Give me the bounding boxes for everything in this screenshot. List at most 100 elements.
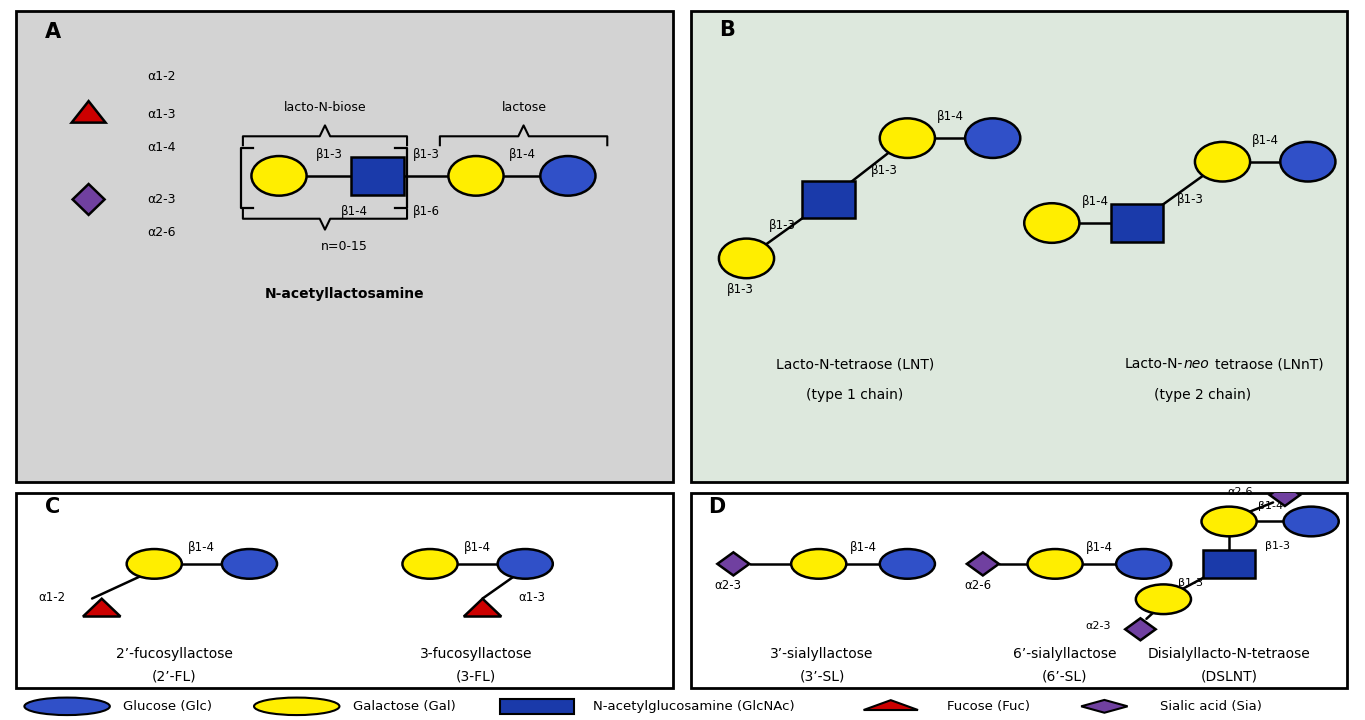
- Circle shape: [254, 698, 340, 715]
- Text: (2’-FL): (2’-FL): [152, 670, 197, 684]
- Text: lactose: lactose: [501, 101, 546, 114]
- Circle shape: [498, 549, 553, 579]
- Text: β1-4: β1-4: [188, 541, 216, 554]
- Circle shape: [880, 549, 935, 579]
- Bar: [803, 181, 854, 218]
- Text: β1-3: β1-3: [315, 148, 343, 161]
- Text: α2-3: α2-3: [715, 579, 741, 592]
- Text: β1-4: β1-4: [1087, 541, 1112, 554]
- Circle shape: [1024, 203, 1080, 243]
- Bar: [1203, 550, 1256, 578]
- Polygon shape: [1081, 700, 1127, 713]
- Text: α1-3: α1-3: [519, 591, 546, 604]
- Text: 6’-sialyllactose: 6’-sialyllactose: [1013, 647, 1117, 661]
- Text: neo: neo: [1183, 358, 1209, 372]
- Text: β1-4: β1-4: [1081, 195, 1108, 208]
- FancyBboxPatch shape: [691, 11, 1347, 482]
- Text: 2’-fucosyllactose: 2’-fucosyllactose: [116, 647, 232, 661]
- Text: (3-FL): (3-FL): [456, 670, 495, 684]
- Text: α2-3: α2-3: [147, 193, 176, 206]
- FancyBboxPatch shape: [16, 11, 673, 482]
- Text: (type 2 chain): (type 2 chain): [1155, 388, 1252, 402]
- Circle shape: [541, 156, 595, 196]
- Text: tetraose (LNnT): tetraose (LNnT): [1215, 358, 1323, 372]
- Text: α2-6: α2-6: [1228, 487, 1253, 497]
- FancyBboxPatch shape: [16, 493, 673, 688]
- Circle shape: [1283, 507, 1339, 536]
- Polygon shape: [71, 101, 105, 122]
- Text: C: C: [45, 498, 60, 518]
- Text: B: B: [719, 19, 734, 40]
- Polygon shape: [718, 552, 749, 575]
- Text: n=0-15: n=0-15: [321, 240, 369, 253]
- Text: Fucose (Fuc): Fucose (Fuc): [947, 700, 1029, 713]
- Text: β1-3: β1-3: [871, 163, 898, 176]
- Text: 3-fucosyllactose: 3-fucosyllactose: [419, 647, 532, 661]
- Circle shape: [222, 549, 277, 579]
- Polygon shape: [1125, 618, 1156, 640]
- Circle shape: [1117, 549, 1171, 579]
- Text: lacto-N-biose: lacto-N-biose: [284, 101, 366, 114]
- Text: α1-2: α1-2: [147, 71, 176, 84]
- Text: α2-6: α2-6: [147, 226, 176, 239]
- Text: β1-3: β1-3: [1177, 193, 1204, 206]
- Text: β1-4: β1-4: [936, 110, 964, 123]
- Text: α2-3: α2-3: [1085, 621, 1111, 631]
- Text: β1-4: β1-4: [464, 541, 491, 554]
- Text: Disialyllacto-N-tetraose: Disialyllacto-N-tetraose: [1148, 647, 1310, 661]
- Text: (type 1 chain): (type 1 chain): [807, 388, 904, 402]
- Text: α1-4: α1-4: [147, 141, 176, 154]
- Text: α2-6: α2-6: [964, 579, 991, 592]
- Text: β1-6: β1-6: [414, 204, 441, 217]
- Text: β1-4: β1-4: [508, 148, 535, 161]
- Circle shape: [1028, 549, 1082, 579]
- Circle shape: [403, 549, 457, 579]
- Text: 3’-sialyllactose: 3’-sialyllactose: [770, 647, 874, 661]
- Text: (3’-SL): (3’-SL): [800, 670, 845, 684]
- Text: β1-3: β1-3: [768, 219, 796, 232]
- Circle shape: [448, 156, 504, 196]
- Bar: [351, 157, 404, 194]
- Circle shape: [719, 238, 774, 278]
- Circle shape: [880, 118, 935, 158]
- Circle shape: [1136, 585, 1192, 614]
- Text: α1-2: α1-2: [38, 591, 66, 604]
- Polygon shape: [864, 700, 919, 710]
- Circle shape: [1194, 142, 1250, 181]
- Circle shape: [251, 156, 307, 196]
- Circle shape: [127, 549, 182, 579]
- Text: D: D: [708, 498, 726, 518]
- Circle shape: [1201, 507, 1257, 536]
- Polygon shape: [83, 599, 120, 616]
- Polygon shape: [1269, 484, 1299, 506]
- Text: α1-3: α1-3: [147, 108, 176, 121]
- Text: N-acetyllactosamine: N-acetyllactosamine: [265, 287, 425, 301]
- Polygon shape: [966, 552, 999, 575]
- Text: β1-3: β1-3: [726, 282, 753, 295]
- Text: β1-4: β1-4: [849, 541, 876, 554]
- Text: Lacto-N-tetraose (LNT): Lacto-N-tetraose (LNT): [775, 358, 934, 372]
- Text: β1-3: β1-3: [1178, 578, 1203, 588]
- Text: β1-4: β1-4: [341, 204, 369, 217]
- Text: Sialic acid (Sia): Sialic acid (Sia): [1160, 700, 1263, 713]
- Bar: [501, 699, 573, 714]
- Circle shape: [792, 549, 846, 579]
- Polygon shape: [72, 184, 105, 215]
- Text: A: A: [45, 22, 60, 42]
- Text: N-acetylglucosamine (GlcNAc): N-acetylglucosamine (GlcNAc): [592, 700, 794, 713]
- Text: (DSLNT): (DSLNT): [1201, 670, 1257, 684]
- Text: Glucose (Glc): Glucose (Glc): [123, 700, 212, 713]
- Polygon shape: [464, 599, 501, 616]
- Text: Galactose (Gal): Galactose (Gal): [352, 700, 456, 713]
- Text: β1-4: β1-4: [1252, 134, 1279, 147]
- Bar: [1111, 204, 1163, 242]
- Circle shape: [25, 698, 109, 715]
- Text: (6’-SL): (6’-SL): [1043, 670, 1088, 684]
- Circle shape: [965, 118, 1020, 158]
- Text: β1-3: β1-3: [1265, 541, 1290, 552]
- Text: Lacto-N-: Lacto-N-: [1125, 358, 1183, 372]
- Text: β1-3: β1-3: [412, 148, 440, 161]
- Circle shape: [1280, 142, 1335, 181]
- FancyBboxPatch shape: [691, 493, 1347, 688]
- Text: β1-4: β1-4: [1257, 500, 1283, 510]
